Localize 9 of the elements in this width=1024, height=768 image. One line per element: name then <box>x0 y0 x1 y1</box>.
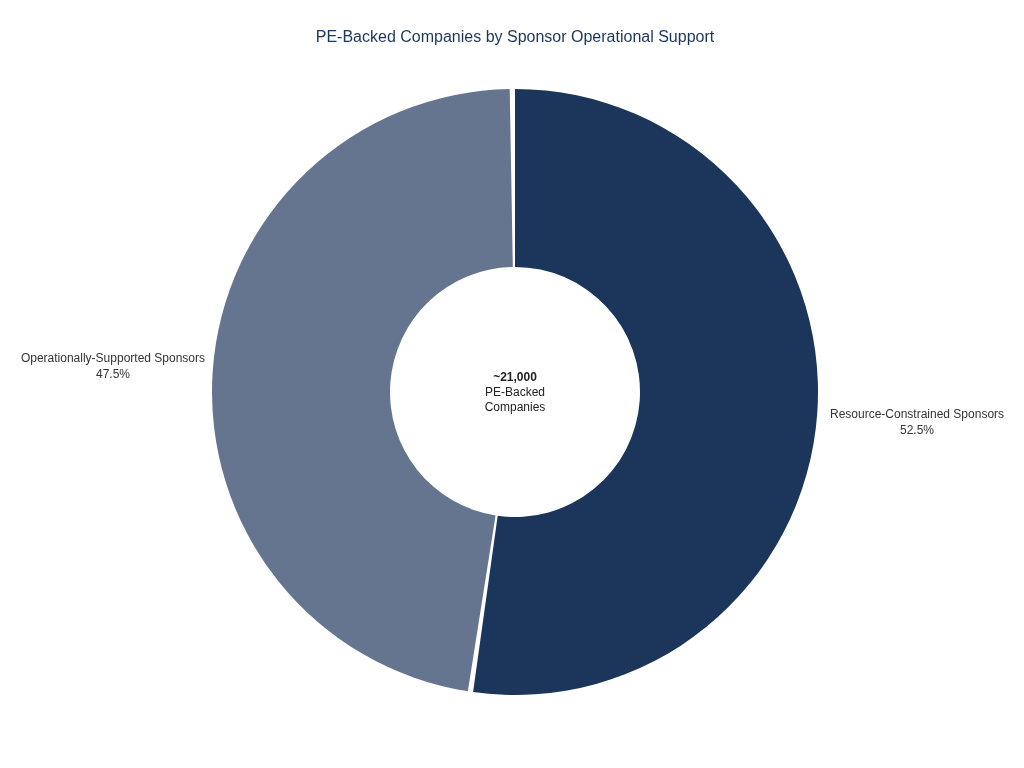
donut-slice <box>473 89 818 695</box>
data-label: 52.5% <box>900 422 935 437</box>
text: Companies <box>484 400 546 414</box>
slice-label: Resource-Constrained Sponsors <box>829 406 1005 421</box>
text: PE-Backed <box>484 385 546 399</box>
chart-title: PE-Backed Companies by Sponsor Operational Support <box>315 28 715 45</box>
slice-label: Operationally-Supported Sponsors <box>20 351 206 366</box>
data-label: 47.5% <box>95 367 131 382</box>
text: ~21,000 <box>493 370 538 384</box>
